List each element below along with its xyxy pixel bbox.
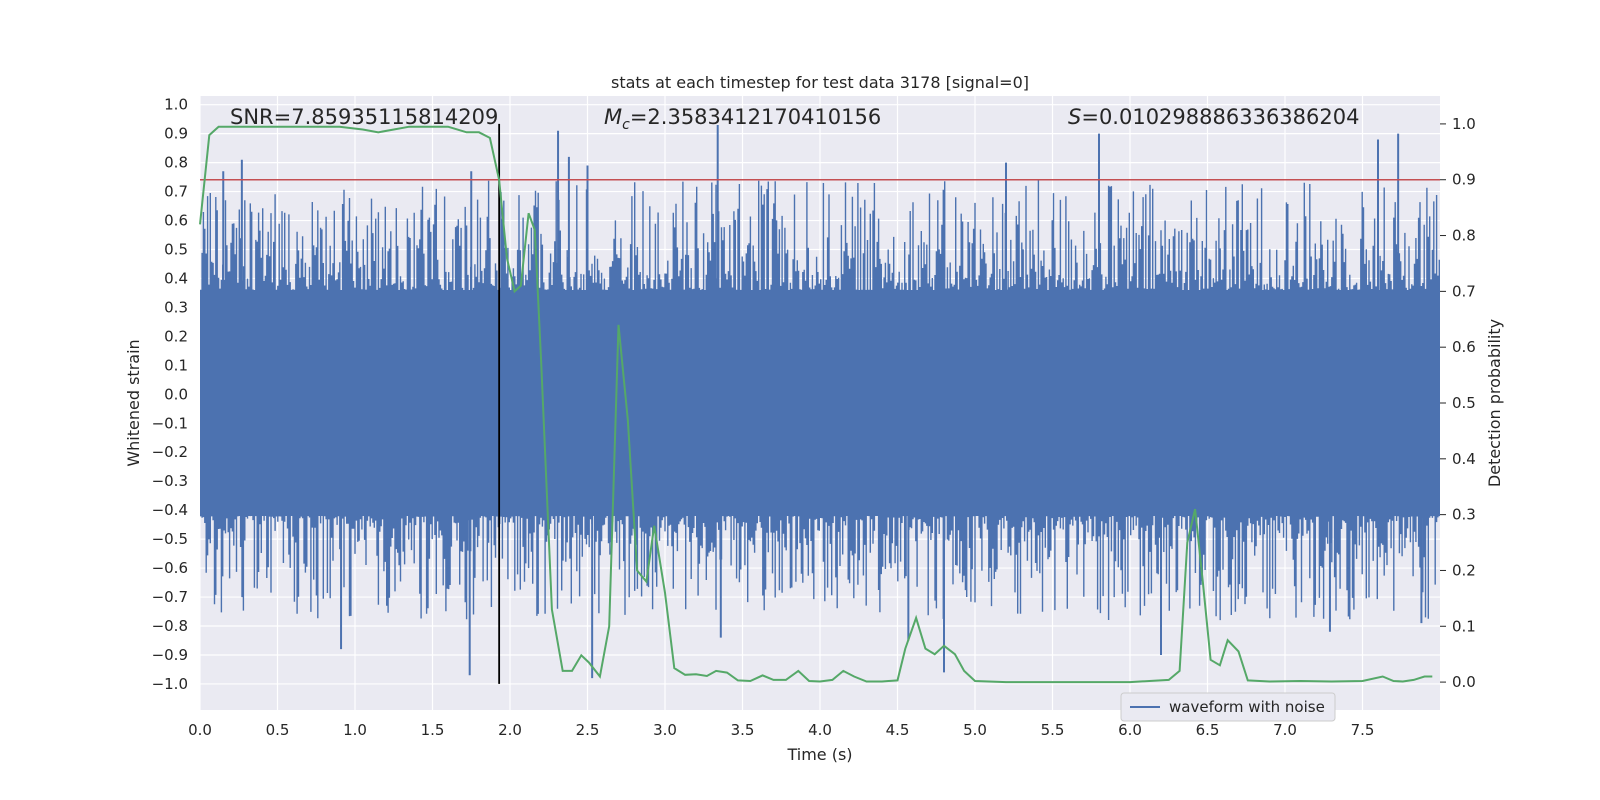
x-tick-label: 4.5 (886, 721, 910, 739)
x-tick-label: 0.5 (266, 721, 290, 739)
y-tick-label: −0.3 (152, 472, 188, 490)
y-tick-label: 0.1 (164, 356, 188, 374)
y-tick-label: −1.0 (152, 675, 188, 693)
chirp-mass-annotation: Mc=2.3583412170410156 (604, 105, 881, 133)
x-tick-label: 7.5 (1351, 721, 1375, 739)
y-tick-label: 0.7 (164, 183, 188, 201)
legend-box (1120, 692, 1336, 722)
tick-labels: 0.0 0.5 1.0 1.5 2.0 2.5 3.0 3.5 4.0 4.5 5.0 5.5 6.0 6… (152, 96, 1476, 739)
probability-series (199, 123, 1440, 684)
y-tick-label: 0.3 (164, 298, 188, 316)
probability-line (199, 125, 1433, 684)
y-tick-label: −0.1 (152, 414, 188, 432)
x-tick-label: 1.5 (421, 721, 445, 739)
x-tick-label: 6.5 (1196, 721, 1220, 739)
x-tick-label: 5.0 (963, 721, 987, 739)
y-axis-label: Whitened strain (124, 339, 143, 466)
y-tick-label: 0.4 (164, 269, 188, 287)
y-tick-label: 0.5 (164, 241, 188, 259)
y2-tick-label: 0.0 (1452, 673, 1476, 691)
snr-annotation: SNR=7.85935115814209 (230, 105, 498, 129)
y-tick-label: 0.0 (164, 385, 188, 403)
x-tick-label: 1.0 (343, 721, 367, 739)
legend-label: waveform with noise (1169, 698, 1325, 716)
y-tick-label: −0.8 (152, 617, 188, 635)
waveform-series (200, 124, 1440, 679)
y-tick-label: −0.7 (152, 588, 188, 606)
y-tick-label: 0.6 (164, 212, 188, 230)
y2-tick-label: 0.8 (1452, 227, 1476, 245)
y-tick-label: −0.9 (152, 646, 188, 664)
y-tick-label: −0.2 (152, 443, 188, 461)
waveform-noise-trace (200, 180, 1440, 621)
y-tick-label: −0.5 (152, 530, 188, 548)
y-tick-label: −0.6 (152, 559, 188, 577)
y2-tick-label: 0.6 (1452, 338, 1476, 356)
x-tick-label: 2.5 (576, 721, 600, 739)
s-statistic-annotation: S=0.010298886336386204 (1068, 105, 1359, 129)
chart-title: stats at each timestep for test data 317… (611, 73, 1029, 92)
y2-tick-label: 0.1 (1452, 617, 1476, 635)
y-tick-label: −0.4 (152, 501, 188, 519)
x-tick-label: 7.0 (1273, 721, 1297, 739)
x-tick-label: 0.0 (188, 721, 212, 739)
x-tick-label: 2.0 (498, 721, 522, 739)
y2-tick-label: 0.7 (1452, 282, 1476, 300)
y-tick-label: 0.2 (164, 327, 188, 345)
legend: waveform with noise (1120, 692, 1336, 722)
x-axis-label: Time (s) (786, 745, 852, 764)
y2-tick-label: 1.0 (1452, 115, 1476, 133)
y2-tick-label: 0.2 (1452, 561, 1476, 579)
y-tick-label: 0.8 (164, 154, 188, 172)
x-tick-label: 5.5 (1041, 721, 1065, 739)
x-tick-label: 3.0 (653, 721, 677, 739)
y2-tick-label: 0.4 (1452, 450, 1476, 468)
y2-tick-label: 0.3 (1452, 506, 1476, 524)
y2-axis-label: Detection probability (1485, 319, 1504, 487)
x-tick-label: 4.0 (808, 721, 832, 739)
y2-tick-label: 0.5 (1452, 394, 1476, 412)
x-tick-label: 3.5 (731, 721, 755, 739)
y2-tick-label: 0.9 (1452, 171, 1476, 189)
x-tick-label: 6.0 (1118, 721, 1142, 739)
y-tick-label: 1.0 (164, 96, 188, 114)
y-tick-label: 0.9 (164, 125, 188, 143)
